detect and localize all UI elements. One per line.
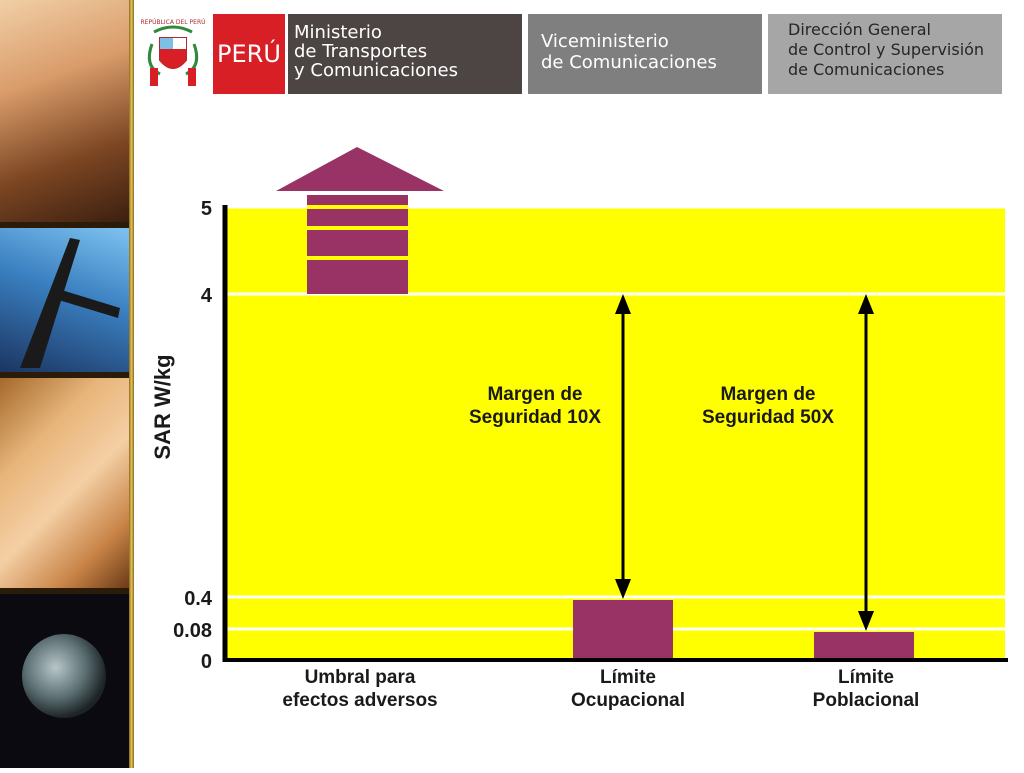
y-tick-label: 0.08 (173, 620, 212, 642)
peru-coat-of-arms: REPÚBLICA DEL PERÚ (140, 14, 206, 94)
earth-globe-icon (22, 634, 106, 718)
x-category-label: Límite (600, 667, 656, 688)
margin-annotation-label: Seguridad 50X (702, 407, 834, 428)
direction-line-1: Dirección General (788, 20, 931, 39)
bar-umbral-arrow-icon (276, 147, 444, 191)
man-thinking-photo (0, 0, 129, 222)
x-category-label: efectos adversos (282, 690, 437, 711)
direction-line-3: de Comunicaciones (788, 60, 945, 79)
x-category-label: Umbral para (305, 667, 416, 688)
arrow-up-icon (615, 294, 631, 314)
arrow-down-icon (858, 611, 874, 631)
woman-on-phone-photo (0, 378, 129, 588)
y-tick-label: 0.4 (184, 588, 213, 610)
direction-box: Dirección General de Control y Supervisi… (768, 14, 1002, 94)
viceministry-line-2: de Comunicaciones (541, 52, 717, 73)
peru-badge: PERÚ (213, 14, 285, 94)
tower-silhouette-icon (20, 238, 120, 368)
bar-umbral (307, 195, 408, 294)
viceministry-line-1: Viceministerio (541, 31, 669, 52)
bar-limite-poblacional (814, 632, 914, 660)
arrow-down-icon (615, 579, 631, 599)
bar-limite-ocupacional (573, 600, 673, 660)
photo-sidebar (0, 0, 133, 768)
bar-umbral-break (307, 205, 408, 209)
seal-text: REPÚBLICA DEL PERÚ (140, 19, 205, 26)
ministry-line-3: y Comunicaciones (294, 60, 459, 81)
x-category-label: Ocupacional (571, 690, 685, 711)
x-category-label: Poblacional (813, 690, 920, 711)
margin-annotation-label: Seguridad 10X (469, 407, 601, 428)
x-category-label: Límite (838, 667, 894, 688)
earth-photo (0, 594, 129, 768)
y-tick-label: 0 (201, 651, 212, 673)
bar-umbral-break (307, 256, 408, 260)
ministry-line-1: Ministerio (294, 22, 382, 43)
peru-label: PERÚ (217, 40, 281, 68)
viceministry-box: Viceministerio de Comunicaciones (528, 14, 762, 94)
y-tick-label: 4 (201, 285, 213, 307)
ministry-line-2: de Transportes (294, 41, 428, 62)
y-axis-label: SAR W/kg (150, 354, 175, 459)
technician-on-tower-photo (0, 228, 129, 372)
ministry-box: Ministerio de Transportes y Comunicacion… (288, 14, 522, 94)
sidebar-gold-divider (129, 0, 134, 768)
bar-umbral-break (307, 226, 408, 230)
y-tick-label: 5 (201, 198, 212, 220)
arrow-up-icon (858, 294, 874, 314)
margin-annotation-label: Margen de (720, 384, 815, 405)
direction-line-2: de Control y Supervisión (788, 40, 985, 59)
margin-annotation-label: Margen de (487, 384, 582, 405)
